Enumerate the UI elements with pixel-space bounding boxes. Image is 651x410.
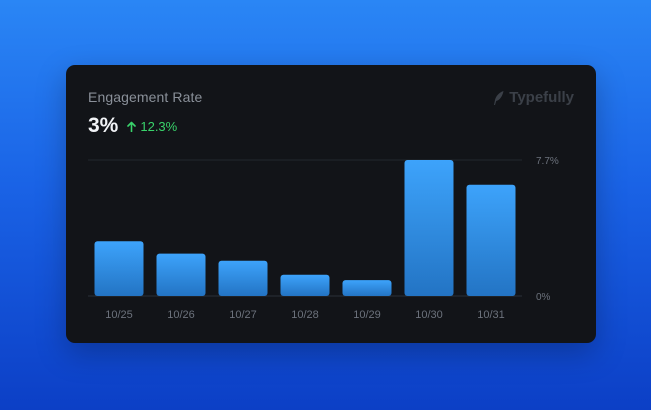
bar-10-30: [404, 160, 454, 296]
bar-10-28: [280, 274, 330, 296]
arrow-up-icon: [127, 121, 137, 132]
x-tick-label: 10/25: [105, 309, 133, 321]
card-title: Engagement Rate: [88, 89, 203, 105]
x-axis-labels: 10/25 10/26 10/27 10/28 10/29 10/30 10/31: [105, 309, 505, 321]
x-tick-label: 10/30: [415, 309, 443, 321]
brand-logo: Typefully: [492, 89, 574, 106]
x-tick-label: 10/31: [477, 309, 505, 321]
y-tick-label-min: 0%: [536, 292, 551, 303]
bar-10-31: [466, 184, 516, 296]
engagement-card: Engagement Rate 3% 12.3% Typefully 10/25…: [66, 65, 596, 343]
bar-10-29: [342, 280, 392, 296]
metric-row: 3% 12.3%: [88, 114, 177, 138]
x-tick-label: 10/28: [291, 309, 319, 321]
bar-10-25: [94, 241, 144, 296]
quill-icon: [494, 90, 504, 105]
x-tick-label: 10/29: [353, 309, 381, 321]
bars: [94, 160, 516, 296]
bar-10-27: [218, 260, 268, 296]
delta-value: 12.3%: [140, 119, 178, 134]
metric-value: 3%: [88, 114, 119, 137]
x-tick-label: 10/27: [229, 309, 257, 321]
engagement-bar-chart: 10/25 10/26 10/27 10/28 10/29 10/30 10/31 7.7%…: [88, 156, 559, 321]
metric-delta: 12.3%: [127, 119, 177, 134]
brand-name: Typefully: [509, 89, 574, 106]
x-tick-label: 10/26: [167, 309, 195, 321]
bar-10-26: [156, 253, 206, 296]
y-tick-label-max: 7.7%: [536, 156, 559, 167]
